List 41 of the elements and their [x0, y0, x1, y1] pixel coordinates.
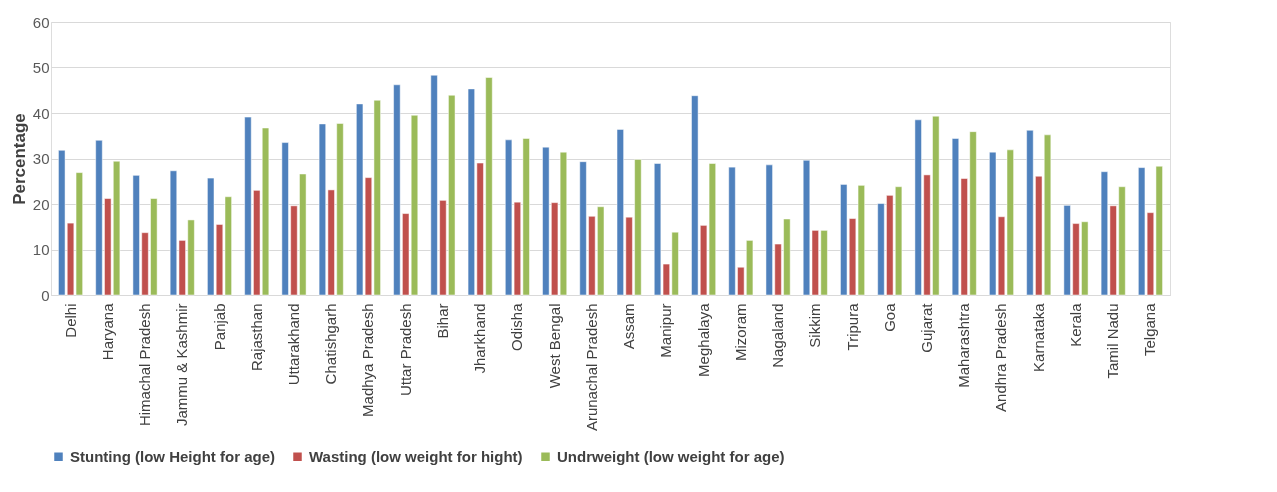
- x-tick-label: West Bengal: [545, 303, 563, 389]
- x-tick-label: Telgana: [1141, 302, 1159, 357]
- x-tick-label: Goa: [880, 302, 898, 332]
- x-tick-label: Jharkhand: [471, 303, 489, 374]
- x-tick-label: Gujarat: [918, 302, 936, 353]
- x-tick-label: Panjab: [210, 303, 228, 351]
- y-tick-label: 30: [32, 150, 50, 167]
- x-tick-label: Manipur: [657, 303, 675, 358]
- x-tick-label: Assam: [620, 303, 638, 350]
- x-tick-label: Uttarakhand: [284, 303, 302, 386]
- x-tick-label: Tripura: [843, 302, 861, 351]
- y-tick-label: 0: [41, 286, 50, 304]
- x-tick-label: Madhya Pradesh: [359, 303, 377, 417]
- x-tick-label: Maharashtra: [955, 302, 973, 388]
- x-tick-label: Arunachal Pradesh: [582, 303, 600, 432]
- x-tick-label: Bihar: [433, 303, 451, 339]
- y-tick-label: 10: [32, 241, 50, 258]
- x-tick-label: Delhi: [61, 303, 79, 338]
- legend-label: Wasting (low weight for hight): [309, 447, 523, 465]
- x-tick-label: Rajasthan: [247, 303, 265, 372]
- y-tick-label: 60: [32, 13, 50, 31]
- y-tick-label: 40: [32, 104, 50, 122]
- x-tick-label: Mizoram: [731, 303, 749, 362]
- x-tick-label: Himachal Pradesh: [136, 303, 154, 427]
- x-tick-label: Kerala: [1066, 302, 1084, 347]
- x-tick-label: Karnataka: [1029, 302, 1047, 372]
- legend-label: Stunting (low Height for age): [70, 447, 275, 465]
- x-tick-label: Tamil Nadu: [1104, 303, 1122, 379]
- x-tick-label: Sikkim: [806, 303, 824, 348]
- x-tick-label: Meghalaya: [694, 302, 712, 377]
- y-axis-title: Percentage: [9, 113, 29, 205]
- y-tick-label: 50: [32, 59, 50, 76]
- y-tick-label: 20: [32, 195, 50, 213]
- x-tick-label: Andhra Pradesh: [992, 303, 1010, 412]
- x-tick-label: Jammu & Kashmir: [173, 303, 191, 427]
- x-tick-label: Odisha: [508, 302, 526, 352]
- legend-label: Undrweight (low weight for age): [557, 447, 785, 465]
- x-tick-label: Haryana: [98, 302, 116, 361]
- x-tick-label: Nagaland: [769, 303, 787, 368]
- x-tick-label: Uttar Pradesh: [396, 303, 414, 397]
- x-tick-label: Chatishgarh: [322, 303, 340, 385]
